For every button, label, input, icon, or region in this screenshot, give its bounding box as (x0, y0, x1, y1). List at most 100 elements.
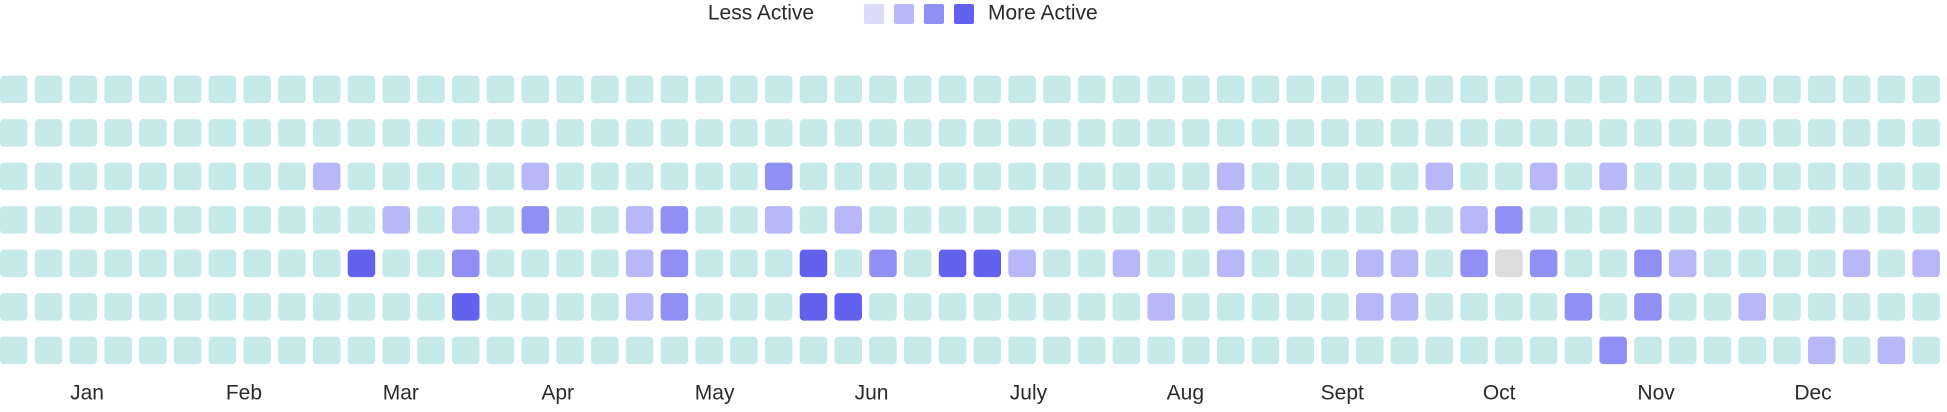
heatmap-cell (1877, 336, 1906, 365)
heatmap-cell (1356, 336, 1384, 365)
heatmap-cell (139, 119, 167, 147)
heatmap-cell (1112, 206, 1141, 234)
heatmap-cell (834, 162, 862, 191)
heatmap-cell (1668, 75, 1697, 104)
heatmap-cell (104, 249, 132, 278)
heatmap-cell (938, 75, 967, 104)
heatmap-cell (1077, 119, 1106, 147)
heatmap-cell (1773, 206, 1801, 234)
heatmap-cell (625, 336, 654, 365)
heatmap-cell (1738, 119, 1766, 147)
heatmap-cell (243, 75, 271, 104)
month-label: Dec (1794, 382, 1831, 405)
month-label: Apr (541, 382, 574, 405)
heatmap-cell (1286, 119, 1314, 147)
heatmap-cell (625, 119, 654, 147)
heatmap-cell (1356, 293, 1384, 321)
heatmap-cell (1043, 119, 1071, 147)
heatmap-cell (521, 336, 550, 365)
heatmap-cell (869, 162, 897, 191)
heatmap-cell (1564, 75, 1593, 104)
heatmap-cell (799, 119, 828, 147)
heatmap-cell (1112, 293, 1141, 321)
heatmap-cell (69, 162, 98, 191)
heatmap-cell (1251, 162, 1280, 191)
heatmap-cell (521, 293, 550, 321)
heatmap-cell (1390, 75, 1419, 104)
heatmap-cell (904, 293, 932, 321)
heatmap-cell (973, 162, 1002, 191)
heatmap-cell (1251, 293, 1280, 321)
heatmap-cell (173, 75, 202, 104)
heatmap-cell (1008, 336, 1036, 365)
heatmap-cell (1216, 162, 1245, 191)
heatmap-cell (764, 336, 793, 365)
heatmap-cell (34, 206, 63, 234)
heatmap-cell (1738, 206, 1766, 234)
heatmap-cell (1529, 75, 1558, 104)
heatmap-cell (417, 249, 445, 278)
heatmap-cell (1668, 162, 1697, 191)
heatmap-cell (417, 336, 445, 365)
heatmap-cell (1773, 162, 1801, 191)
heatmap-cell (452, 162, 480, 191)
heatmap-cell (799, 206, 828, 234)
heatmap-cell (69, 336, 98, 365)
heatmap-cell (1112, 249, 1141, 278)
heatmap-cell (1008, 162, 1036, 191)
heatmap-cell (243, 162, 271, 191)
heatmap-cell (1808, 119, 1836, 147)
heatmap-cell (625, 75, 654, 104)
heatmap-cell (452, 206, 480, 234)
heatmap-cell (660, 162, 689, 191)
heatmap-cell (452, 293, 480, 321)
heatmap-cell (1808, 249, 1836, 278)
heatmap-cell (1043, 293, 1071, 321)
heatmap-cell (69, 206, 98, 234)
heatmap-cell (1703, 119, 1732, 147)
heatmap-cell (938, 293, 967, 321)
heatmap-cell (695, 206, 723, 234)
heatmap-cell (1356, 119, 1384, 147)
heatmap-cell (1390, 249, 1419, 278)
heatmap-cell (1043, 162, 1071, 191)
heatmap-cell (1634, 249, 1662, 278)
heatmap-cell (556, 75, 584, 104)
heatmap-cell (1773, 336, 1801, 365)
heatmap-cell (1808, 336, 1836, 365)
heatmap-cell (591, 162, 619, 191)
heatmap-cell (243, 293, 271, 321)
heatmap-cell (382, 336, 410, 365)
heatmap-cell (591, 75, 619, 104)
heatmap-cell (1738, 293, 1766, 321)
heatmap-cell (173, 119, 202, 147)
heatmap-cell (1460, 162, 1488, 191)
month-label: Sept (1321, 382, 1364, 405)
heatmap-cell (1668, 336, 1697, 365)
heatmap-cell (243, 249, 271, 278)
heatmap-cell (1842, 293, 1871, 321)
heatmap-cell (1599, 162, 1627, 191)
heatmap-cell (591, 336, 619, 365)
heatmap-cell (1634, 119, 1662, 147)
heatmap-cell (1564, 336, 1593, 365)
heatmap-cell (1877, 119, 1906, 147)
heatmap-cell (591, 119, 619, 147)
heatmap-cell (1912, 336, 1940, 365)
heatmap-cell (312, 119, 341, 147)
heatmap-cell (1808, 206, 1836, 234)
heatmap-cell (660, 206, 689, 234)
heatmap-cell (0, 249, 28, 278)
heatmap-cell (1216, 119, 1245, 147)
heatmap-cell (1425, 119, 1454, 147)
heatmap-cell (173, 249, 202, 278)
heatmap-cell (869, 293, 897, 321)
heatmap-cell (486, 206, 515, 234)
heatmap-cell (938, 206, 967, 234)
heatmap-cell (1808, 293, 1836, 321)
heatmap-cell (1077, 293, 1106, 321)
heatmap-cell (208, 206, 237, 234)
heatmap-cell (1112, 336, 1141, 365)
heatmap-cell (69, 75, 98, 104)
heatmap-cell (1147, 336, 1175, 365)
